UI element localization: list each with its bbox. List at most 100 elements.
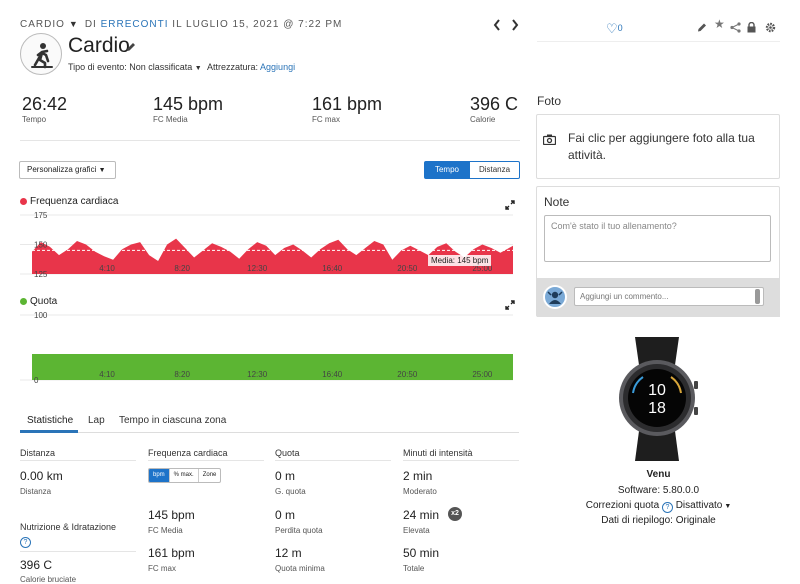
like-button[interactable]: ♡0 [606,21,623,37]
elevation-loss-label: Perdita quota [275,526,323,535]
hr-avg-value: 145 bpm [148,508,195,522]
y-tick-label: 100 [34,311,48,320]
gear-label: Attrezzatura: [207,62,259,72]
share-icon[interactable] [730,20,741,38]
total-minutes-label: Totale [403,564,425,573]
add-photo-area[interactable] [536,114,780,179]
elevation-min-label: Quota minima [275,564,325,573]
heart-rate-legend-dot [20,198,27,205]
distance-header: Distanza [20,448,56,458]
summary-calories-label: Calorie [470,115,496,124]
add-photo-prompt[interactable]: Fai clic per aggiungere foto alla tua at… [568,131,755,162]
distance-label: Distanza [20,487,52,496]
gear-icon[interactable] [765,20,776,38]
star-icon[interactable]: ★ [714,17,725,31]
x-tick-label: 8:20 [174,264,190,273]
comment-input[interactable]: Aggiungi un commento... [574,287,764,306]
x-tick-label: 12:30 [247,370,268,379]
expand-elevation-icon[interactable] [505,297,515,315]
divider [275,460,391,461]
active-tab-indicator [20,430,78,433]
customize-charts-dropdown[interactable]: Personalizza grafici ▼ [19,161,116,179]
elevation-corrections-label: Correzioni quota [585,500,660,511]
event-type-caret-icon[interactable]: ▼ [194,65,202,72]
watch-minute: 18 [648,400,666,417]
expand-heart-rate-icon[interactable] [505,197,515,215]
divider [148,460,264,461]
add-gear-link[interactable]: Aggiungi [260,62,296,72]
summary-time-label: Tempo [22,115,47,124]
activity-type-link[interactable]: CARDIO [20,19,65,30]
heart-rate-chart[interactable]: 175 150 125 4:10 8:20 12:30 16:40 20:50 25:00 [20,208,520,280]
device-name: Venu [646,469,671,480]
summary-data-source: Dati di riepilogo: Originale [601,515,716,526]
elevation-gain-value: 0 m [275,469,296,483]
toggle-distance-button[interactable]: Distanza [470,161,520,179]
activity-type-caret-icon[interactable]: ▼ [68,19,79,29]
heart-rate-header: Frequenza cardiaca [148,448,228,458]
hr-unit-zones[interactable]: Zone [202,472,217,478]
series-area [32,354,513,380]
elevation-corrections-value[interactable]: Disattivato [675,500,723,511]
x-tick-label: 16:40 [322,264,343,273]
edit-pencil-icon[interactable] [697,20,707,38]
like-count: 0 [617,23,623,33]
device-software: Software: 5.80.0.0 [617,485,700,496]
event-type[interactable]: Tipo di evento: Non classificata ▼ [68,62,202,72]
comment-scrollbar[interactable] [755,289,760,304]
previous-activity-chevron-left-icon[interactable] [492,18,502,37]
summary-avg-hr-value: 145 bpm [153,94,224,114]
elevation-min-value: 12 m [275,546,302,560]
lock-icon[interactable] [747,20,756,38]
hr-unit-percent-max[interactable]: % max. [170,469,199,482]
hr-unit-selector: bpm % max. Zone [148,468,222,483]
photos-title: Foto [537,94,562,108]
elevation-legend-dot [20,298,27,305]
customize-charts-label: Personalizza grafici [27,165,97,174]
toggle-time-button[interactable]: Tempo [424,161,470,179]
activity-date: IL LUGLIO 15, 2021 @ 7:22 PM [172,19,343,30]
summary-time-value: 26:42 [22,94,68,114]
nutrition-help-icon[interactable]: ? [20,537,31,548]
notes-textarea[interactable]: Com'è stato il tuo allenamento? [544,215,771,262]
event-type-value[interactable]: Non classificata [129,62,193,72]
intensity-header: Minuti di intensità [403,448,473,458]
hr-max-value: 161 bpm [148,546,195,560]
y-tick-label: 0 [34,376,39,384]
hr-max-label: FC max [148,564,176,573]
divider [20,460,136,461]
y-tick-label: 125 [34,270,48,279]
summary-max-hr-label: FC max [312,115,340,124]
x-tick-label: 16:40 [322,370,343,379]
camera-icon [542,132,557,150]
caret-down-icon: ▼ [98,167,106,174]
edit-title-pencil-icon[interactable] [126,39,136,57]
tab-time-in-zone[interactable]: Tempo in ciascuna zona [119,415,227,426]
heart-icon[interactable]: ♡ [606,21,618,36]
summary-calories-value: 396 C [470,94,519,114]
user-avatar [543,285,567,309]
elevation-gain-label: G. quota [275,487,306,496]
elevation-loss-value: 0 m [275,508,296,522]
hr-unit-bpm[interactable]: bpm [149,469,170,482]
series-area [32,238,513,274]
divider [20,140,520,141]
summary-max-hr-value: 161 bpm [312,94,383,114]
calories-burned-value: 396 C [20,558,53,572]
elevation-chart[interactable]: 100 0 4:10 8:20 12:30 16:40 20:50 25:00 [20,308,520,384]
elevation-corrections-help-icon[interactable]: ? [661,502,673,513]
vigorous-minutes-value: 24 min [403,508,440,522]
owner-link[interactable]: ERRECONTI [100,19,169,30]
caret-down-icon[interactable]: ▼ [722,503,732,510]
tab-statistics[interactable]: Statistiche [27,415,74,426]
elevation-chart-title: Quota [30,296,58,307]
heart-rate-average-label: Media: 145 bpm [428,255,492,266]
gear: Attrezzatura: Aggiungi [207,62,295,72]
activity-type-icon [20,33,62,75]
tab-divider [20,432,519,433]
tab-laps[interactable]: Lap [88,415,105,426]
axis-toggle: Tempo Distanza [424,161,520,179]
elevation-corrections: Correzioni quota ? Disattivato ▼ [537,500,780,513]
next-activity-chevron-right-icon[interactable] [510,18,520,37]
vigorous-minutes-label: Elevata [403,526,430,535]
